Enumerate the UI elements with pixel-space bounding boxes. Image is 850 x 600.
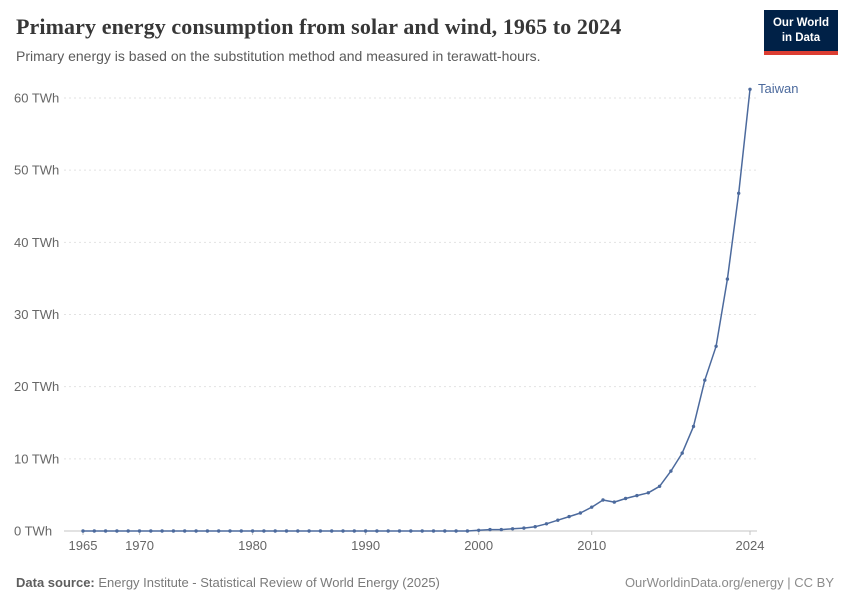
data-point[interactable]	[657, 484, 662, 488]
data-point[interactable]	[725, 277, 730, 281]
data-point[interactable]	[330, 529, 334, 533]
data-source-label: Data source:	[16, 575, 95, 590]
data-point[interactable]	[137, 529, 142, 533]
data-point[interactable]	[443, 529, 447, 533]
x-tick-label: 1990	[351, 538, 380, 553]
data-point[interactable]	[714, 344, 718, 348]
data-point[interactable]	[454, 529, 458, 533]
data-point[interactable]	[703, 378, 707, 382]
data-point[interactable]	[262, 529, 266, 533]
data-point[interactable]	[307, 529, 311, 533]
data-point[interactable]	[601, 498, 605, 502]
data-point[interactable]	[477, 528, 481, 532]
x-tick-label: 2024	[736, 538, 765, 553]
data-point[interactable]	[250, 529, 255, 533]
chart-header: Primary energy consumption from solar an…	[16, 14, 756, 64]
data-point[interactable]	[646, 491, 650, 495]
data-point[interactable]	[748, 87, 752, 92]
data-point[interactable]	[239, 529, 243, 533]
data-point[interactable]	[510, 527, 515, 531]
data-point[interactable]	[375, 529, 379, 533]
x-tick-label: 1980	[238, 538, 267, 553]
data-point[interactable]	[81, 529, 85, 533]
data-point[interactable]	[533, 525, 537, 529]
owid-logo-line2: in Data	[781, 31, 821, 44]
data-point[interactable]	[488, 527, 492, 532]
data-point[interactable]	[397, 529, 402, 533]
data-point[interactable]	[465, 529, 470, 533]
data-point[interactable]	[284, 529, 289, 533]
y-tick-label: 20 TWh	[14, 379, 59, 394]
data-line-taiwan[interactable]	[83, 89, 751, 532]
data-point[interactable]	[341, 529, 345, 533]
data-point[interactable]	[228, 529, 232, 533]
data-point[interactable]	[544, 522, 549, 526]
data-point[interactable]	[273, 529, 277, 533]
data-point[interactable]	[352, 529, 356, 533]
data-point[interactable]	[578, 511, 583, 515]
data-point[interactable]	[115, 529, 119, 533]
data-point[interactable]	[420, 529, 424, 533]
data-point[interactable]	[499, 527, 503, 532]
data-point[interactable]	[205, 529, 210, 533]
data-point[interactable]	[296, 529, 300, 533]
data-point[interactable]	[92, 529, 97, 533]
y-tick-label: 0 TWh	[14, 524, 52, 539]
owid-logo[interactable]: Our World in Data	[763, 10, 838, 55]
y-tick-label: 60 TWh	[14, 91, 59, 106]
data-point[interactable]	[691, 424, 696, 429]
data-point[interactable]	[386, 529, 390, 533]
data-point[interactable]	[194, 529, 198, 533]
y-tick-label: 40 TWh	[14, 235, 59, 250]
data-source-text: Energy Institute - Statistical Review of…	[94, 575, 440, 590]
data-point[interactable]	[126, 529, 130, 533]
y-tick-label: 50 TWh	[14, 163, 59, 178]
credit-link[interactable]: OurWorldinData.org/energy | CC BY	[624, 575, 834, 590]
data-point[interactable]	[567, 514, 571, 519]
data-point[interactable]	[737, 191, 741, 195]
x-tick-label: 1965	[69, 538, 98, 553]
data-point[interactable]	[522, 526, 526, 530]
data-point[interactable]	[183, 529, 187, 533]
data-point[interactable]	[103, 529, 108, 533]
data-point[interactable]	[160, 529, 164, 533]
chart-subtitle: Primary energy is based on the substitut…	[16, 48, 541, 64]
data-source-note: Data source: Energy Institute - Statisti…	[16, 575, 440, 590]
x-tick-label: 1970	[125, 538, 154, 553]
series-label-taiwan[interactable]: Taiwan	[758, 81, 799, 97]
data-point[interactable]	[590, 505, 594, 509]
data-point[interactable]	[318, 529, 323, 533]
data-point[interactable]	[680, 451, 684, 455]
x-tick-label: 2010	[577, 538, 606, 553]
owid-logo-line1: Our World	[772, 17, 829, 29]
data-point[interactable]	[635, 493, 639, 498]
y-tick-label: 10 TWh	[14, 451, 59, 466]
data-point[interactable]	[171, 529, 176, 533]
x-tick-label: 2000	[464, 538, 493, 553]
chart-footer: Data source: Energy Institute - Statisti…	[0, 575, 850, 590]
data-point[interactable]	[409, 529, 413, 533]
data-point[interactable]	[217, 529, 221, 533]
data-point[interactable]	[431, 529, 436, 533]
data-point[interactable]	[149, 529, 153, 533]
chart-title: Primary energy consumption from solar an…	[16, 14, 622, 39]
data-point[interactable]	[612, 500, 616, 504]
data-point[interactable]	[669, 469, 673, 473]
y-tick-label: 30 TWh	[14, 307, 59, 322]
data-point[interactable]	[556, 518, 560, 522]
data-point[interactable]	[623, 496, 628, 501]
data-point[interactable]	[363, 529, 368, 533]
